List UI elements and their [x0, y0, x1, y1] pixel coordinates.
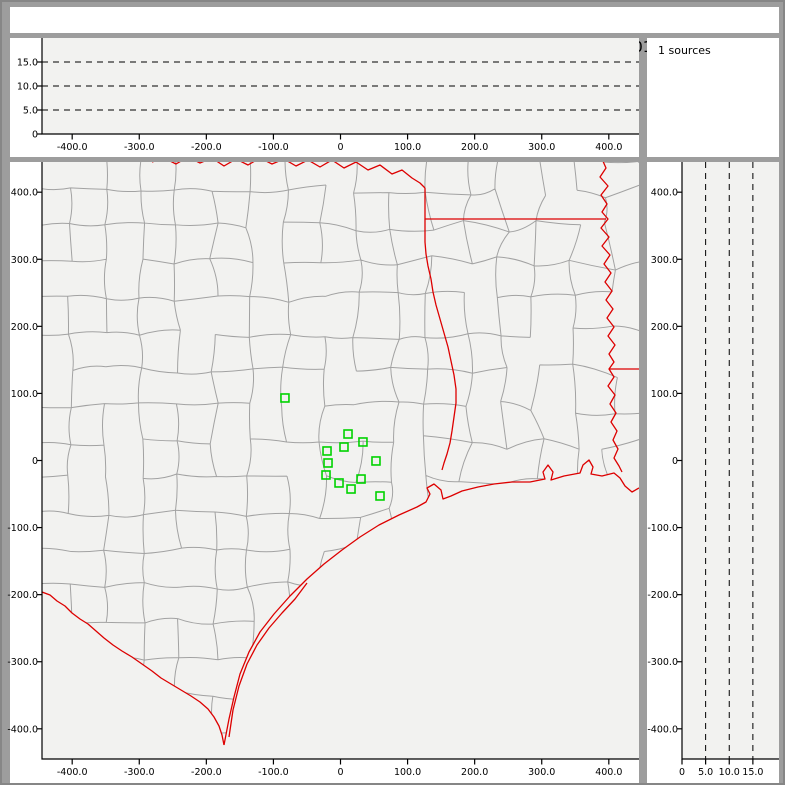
- tick-label: 300.0: [528, 142, 555, 153]
- tick-label: 200.0: [461, 767, 488, 778]
- tick-label: -300.0: [124, 142, 155, 153]
- axes-frame: [41, 162, 639, 760]
- tick-label: 0: [32, 130, 38, 141]
- title-bar: Houston Lightning Mapping Array 0500-060…: [10, 7, 779, 56]
- tick-label: 15.0: [742, 767, 763, 778]
- tick-label: -400.0: [57, 142, 88, 153]
- altitude-ns-panel: 400.0 300.0 200.0 100.0 0 -100.0 -200.0 -300.0 -…: [647, 162, 779, 783]
- tick-label: 300.0: [11, 255, 38, 266]
- map-layers: [42, 162, 639, 746]
- tick-label: 100.0: [394, 142, 421, 153]
- state-borders-layer: [42, 162, 639, 746]
- tick-label: -100.0: [258, 767, 289, 778]
- tick-label: 300.0: [528, 767, 555, 778]
- tick-label: 200.0: [11, 322, 38, 333]
- tick-label: 0: [337, 142, 343, 153]
- lma-station-marker: [334, 478, 344, 488]
- tick-label: -400.0: [7, 724, 38, 735]
- tick-label: 200.0: [651, 322, 678, 333]
- tick-label: 10.0: [719, 767, 740, 778]
- tick-label: 0: [337, 767, 343, 778]
- tick-label: -300.0: [647, 657, 678, 668]
- lma-station-marker: [322, 446, 332, 456]
- sources-count-label: 1 sources: [658, 44, 711, 57]
- sabine-river-border-path: [424, 219, 457, 471]
- lma-station-marker: [371, 456, 381, 466]
- lma-station-marker: [358, 437, 368, 447]
- mississippi-river-path: [599, 162, 623, 473]
- lma-station-marker: [339, 442, 349, 452]
- tick-label: 400.0: [595, 767, 622, 778]
- plan-view-map-panel: 400.0 300.0 200.0 100.0 0 -100.0 -200.0 -300.0 -…: [7, 162, 639, 783]
- tick-label: 5.0: [698, 767, 713, 778]
- tick-label: -100.0: [258, 142, 289, 153]
- tick-label: 15.0: [17, 58, 38, 69]
- tick-label: -300.0: [124, 767, 155, 778]
- tick-label: -200.0: [191, 142, 222, 153]
- tick-label: -400.0: [647, 724, 678, 735]
- lma-station-marker: [346, 484, 356, 494]
- tick-label: 10.0: [17, 82, 38, 93]
- tick-label: -400.0: [57, 767, 88, 778]
- tick-label: -300.0: [7, 657, 38, 668]
- altitude-ew-panel: 15.0 10.0 5.0 0 -400.0 -300.0 -200.0 -100.0 0 100…: [10, 38, 639, 157]
- tick-label: 0: [679, 767, 685, 778]
- lma-station-marker: [375, 491, 385, 501]
- tick-label: -200.0: [191, 767, 222, 778]
- sources-box: 1 sources: [647, 38, 779, 157]
- tick-label: -200.0: [647, 590, 678, 601]
- tick-label: 0: [672, 456, 678, 467]
- tick-label: -100.0: [7, 523, 38, 534]
- tick-label: -100.0: [647, 523, 678, 534]
- tick-label: 200.0: [461, 142, 488, 153]
- gulf-coastline-path: [223, 459, 639, 746]
- tick-label: 100.0: [651, 389, 678, 400]
- rio-grande-path: [42, 591, 225, 746]
- lma-station-marker: [321, 470, 331, 480]
- tick-label: 100.0: [394, 767, 421, 778]
- ns-altitude-plot-area[interactable]: [682, 162, 779, 759]
- lma-station-marker: [343, 429, 353, 439]
- barrier-island-path: [228, 582, 308, 738]
- lma-station-marker: [356, 474, 366, 484]
- tick-label: 400.0: [595, 142, 622, 153]
- lma-station-marker: [323, 458, 333, 468]
- tick-label: 5.0: [23, 106, 38, 117]
- red-river-border-path: [152, 162, 426, 189]
- tick-label: 300.0: [651, 255, 678, 266]
- lma-station-marker: [280, 393, 290, 403]
- stations-layer: [280, 393, 385, 501]
- tick-label: -200.0: [7, 590, 38, 601]
- tick-label: 400.0: [11, 188, 38, 199]
- tick-label: 100.0: [11, 389, 38, 400]
- tick-label: 0: [32, 456, 38, 467]
- tick-label: 400.0: [651, 188, 678, 199]
- map-plot-area[interactable]: [42, 162, 639, 759]
